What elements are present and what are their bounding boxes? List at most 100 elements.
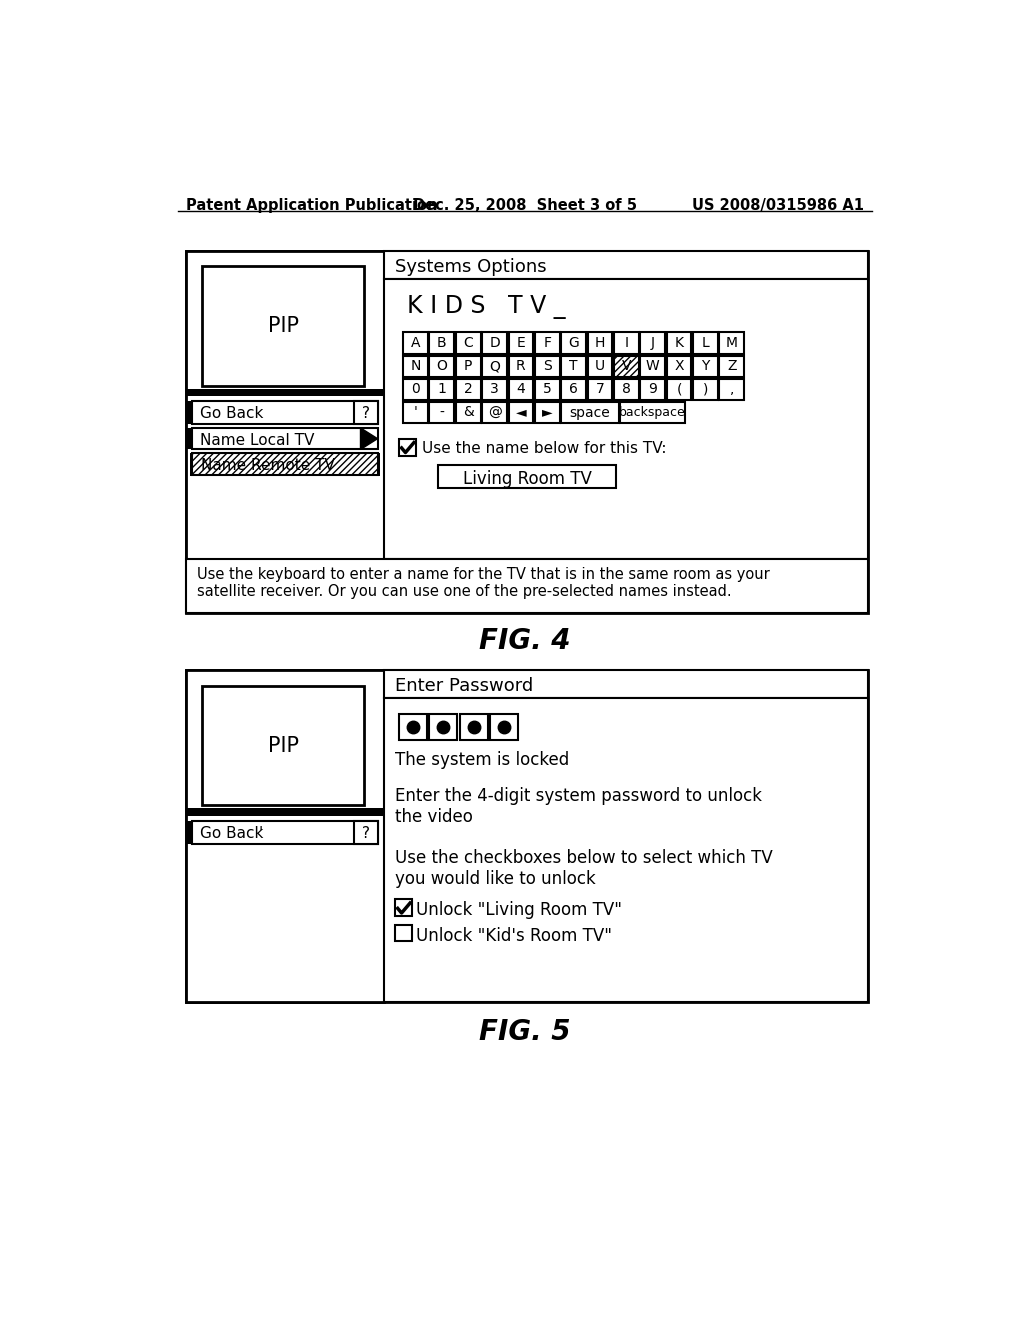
- Text: Enter the 4-digit system password to unlock
the video: Enter the 4-digit system password to unl…: [395, 788, 763, 826]
- Text: @: @: [487, 405, 502, 420]
- Bar: [535, 355, 560, 378]
- Bar: [395, 924, 413, 941]
- Text: X: X: [674, 359, 684, 374]
- Bar: [482, 379, 507, 400]
- Bar: [403, 333, 428, 354]
- Text: backspace: backspace: [620, 407, 686, 418]
- Bar: [438, 465, 616, 488]
- Bar: [186, 251, 868, 612]
- Text: 4: 4: [516, 383, 525, 396]
- Bar: [186, 671, 868, 1002]
- Bar: [186, 251, 384, 558]
- Bar: [384, 698, 868, 1002]
- Bar: [588, 379, 612, 400]
- Text: 2: 2: [464, 383, 473, 396]
- Text: space: space: [569, 405, 610, 420]
- Bar: [429, 333, 455, 354]
- Bar: [614, 379, 639, 400]
- Text: 7: 7: [596, 383, 604, 396]
- Bar: [640, 379, 665, 400]
- Text: Go Back: Go Back: [200, 407, 263, 421]
- Text: ): ): [702, 383, 708, 396]
- Bar: [429, 714, 458, 739]
- Bar: [561, 355, 586, 378]
- Bar: [509, 379, 534, 400]
- Bar: [186, 821, 193, 843]
- Text: ': ': [258, 826, 262, 841]
- Text: Go Back: Go Back: [200, 826, 263, 841]
- Bar: [403, 401, 428, 424]
- Bar: [186, 401, 193, 424]
- Bar: [535, 379, 560, 400]
- Text: F: F: [544, 337, 551, 350]
- Bar: [640, 355, 665, 378]
- Text: K: K: [675, 337, 684, 350]
- Text: W: W: [646, 359, 659, 374]
- Text: L: L: [701, 337, 710, 350]
- Text: ◄: ◄: [516, 405, 526, 420]
- Text: 6: 6: [569, 383, 579, 396]
- Text: U: U: [595, 359, 605, 374]
- Text: Y: Y: [701, 359, 710, 374]
- Bar: [399, 438, 417, 455]
- Polygon shape: [360, 428, 378, 449]
- Text: M: M: [726, 337, 737, 350]
- Text: FIG. 4: FIG. 4: [479, 627, 570, 655]
- Bar: [429, 355, 455, 378]
- Text: S: S: [543, 359, 552, 374]
- Text: Enter Password: Enter Password: [395, 677, 534, 696]
- Text: B: B: [437, 337, 446, 350]
- Text: 5: 5: [543, 383, 552, 396]
- Text: C: C: [463, 337, 473, 350]
- Bar: [482, 333, 507, 354]
- Bar: [354, 821, 378, 843]
- Text: (: (: [676, 383, 682, 396]
- Text: The system is locked: The system is locked: [395, 751, 569, 768]
- Bar: [693, 355, 718, 378]
- Bar: [482, 401, 507, 424]
- Text: A: A: [411, 337, 420, 350]
- Text: -: -: [439, 405, 444, 420]
- Text: FIG. 5: FIG. 5: [479, 1019, 570, 1047]
- Text: 1: 1: [437, 383, 446, 396]
- Text: Q: Q: [489, 359, 500, 374]
- Bar: [667, 333, 691, 354]
- Bar: [186, 808, 384, 816]
- Bar: [384, 671, 868, 698]
- Text: Use the keyboard to enter a name for the TV that is in the same room as your
sat: Use the keyboard to enter a name for the…: [197, 566, 770, 599]
- Bar: [535, 333, 560, 354]
- Bar: [561, 379, 586, 400]
- Bar: [403, 379, 428, 400]
- Text: ►: ►: [542, 405, 553, 420]
- Bar: [456, 333, 480, 354]
- Text: T: T: [569, 359, 578, 374]
- Text: 0: 0: [412, 383, 420, 396]
- Text: Name Local TV: Name Local TV: [200, 433, 314, 447]
- Text: E: E: [516, 337, 525, 350]
- Bar: [193, 453, 378, 475]
- Text: PIP: PIP: [267, 315, 299, 335]
- Bar: [384, 279, 868, 558]
- Bar: [202, 686, 365, 805]
- Bar: [456, 401, 480, 424]
- Text: ?: ?: [361, 826, 370, 841]
- Bar: [614, 333, 639, 354]
- Text: H: H: [595, 337, 605, 350]
- Text: &: &: [463, 405, 473, 420]
- Bar: [667, 355, 691, 378]
- Text: K I D S   T V _: K I D S T V _: [407, 296, 565, 319]
- Text: ?: ?: [361, 407, 370, 421]
- Bar: [399, 714, 427, 739]
- Text: 9: 9: [648, 383, 657, 396]
- Bar: [403, 355, 428, 378]
- Text: R: R: [516, 359, 525, 374]
- Text: Systems Options: Systems Options: [395, 257, 547, 276]
- Text: D: D: [489, 337, 500, 350]
- Text: O: O: [436, 359, 447, 374]
- Bar: [190, 453, 380, 477]
- Bar: [482, 355, 507, 378]
- Bar: [588, 333, 612, 354]
- Bar: [561, 333, 586, 354]
- Bar: [719, 379, 744, 400]
- Text: ,: ,: [729, 383, 734, 396]
